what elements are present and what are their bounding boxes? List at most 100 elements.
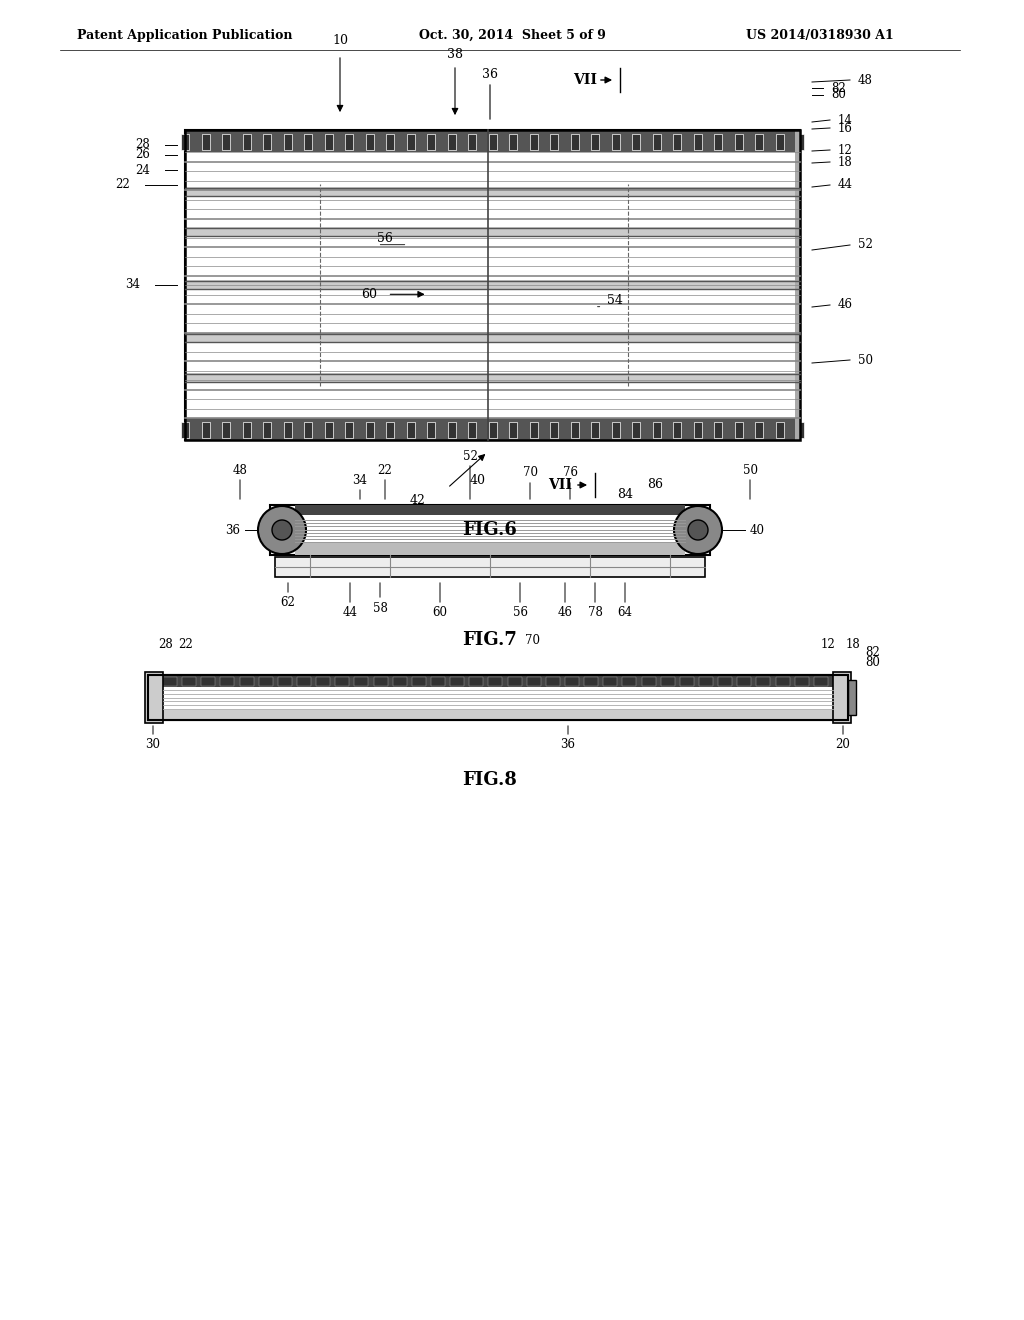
Bar	[795, 129, 800, 440]
Bar	[181, 135, 189, 150]
Text: 64: 64	[617, 606, 633, 619]
Circle shape	[258, 506, 306, 554]
Bar	[182, 677, 197, 686]
Bar	[652, 135, 660, 150]
Bar	[591, 422, 599, 438]
Text: VII: VII	[548, 478, 572, 492]
Bar	[796, 135, 804, 150]
Text: 22: 22	[378, 463, 392, 477]
Bar	[565, 677, 579, 686]
Bar	[718, 677, 732, 686]
Bar	[755, 135, 763, 150]
Bar	[427, 135, 435, 150]
Circle shape	[688, 520, 708, 540]
Bar	[163, 710, 833, 719]
Bar	[185, 374, 800, 383]
Bar	[603, 677, 617, 686]
Bar	[295, 543, 685, 554]
Bar	[407, 422, 415, 438]
Bar	[508, 677, 521, 686]
Text: Patent Application Publication: Patent Application Publication	[77, 29, 293, 41]
Text: 28: 28	[159, 639, 173, 652]
Bar	[431, 677, 445, 686]
Text: FIG.8: FIG.8	[463, 771, 517, 789]
Text: 58: 58	[373, 602, 387, 615]
Text: 86: 86	[647, 479, 663, 491]
Bar	[412, 677, 426, 686]
Text: 60: 60	[432, 606, 447, 619]
Bar	[148, 675, 848, 719]
Bar	[469, 677, 483, 686]
Bar	[529, 422, 538, 438]
Bar	[243, 135, 251, 150]
Bar	[335, 677, 349, 686]
Bar	[570, 135, 579, 150]
Bar	[611, 422, 620, 438]
Bar	[202, 677, 215, 686]
Bar	[275, 557, 705, 577]
Text: 40: 40	[750, 524, 765, 536]
Text: 10: 10	[332, 33, 348, 46]
Bar	[755, 422, 763, 438]
Text: 62: 62	[281, 597, 296, 610]
Bar	[451, 677, 464, 686]
Text: 70: 70	[522, 466, 538, 479]
Bar	[623, 677, 637, 686]
Bar	[222, 422, 230, 438]
Bar	[354, 677, 369, 686]
Bar	[316, 677, 330, 686]
Bar	[427, 422, 435, 438]
Bar	[526, 677, 541, 686]
Text: 18: 18	[846, 639, 860, 652]
Bar	[185, 333, 800, 343]
Bar	[714, 422, 722, 438]
Bar	[848, 680, 856, 715]
Bar	[284, 135, 292, 150]
Bar	[185, 280, 800, 290]
Bar	[374, 677, 387, 686]
Text: 80: 80	[865, 656, 881, 668]
Bar	[202, 135, 210, 150]
Bar	[345, 135, 353, 150]
Bar	[202, 422, 210, 438]
Text: 22: 22	[116, 178, 130, 191]
Text: FIG.7: FIG.7	[463, 631, 517, 649]
Bar	[447, 135, 456, 150]
Bar	[714, 135, 722, 150]
Text: VII: VII	[573, 73, 597, 87]
Text: 28: 28	[135, 139, 150, 152]
Text: 14: 14	[838, 114, 853, 127]
Text: 42: 42	[410, 494, 425, 507]
Bar	[546, 677, 560, 686]
Bar	[185, 187, 800, 197]
Bar	[796, 422, 804, 438]
Bar	[550, 135, 558, 150]
Text: 26: 26	[135, 149, 150, 161]
Bar	[632, 135, 640, 150]
Text: 52: 52	[858, 239, 872, 252]
Text: 78: 78	[588, 606, 602, 619]
Bar	[393, 677, 407, 686]
Bar	[145, 672, 163, 723]
Bar	[447, 422, 456, 438]
Text: 60: 60	[361, 288, 378, 301]
Bar	[814, 677, 827, 686]
Bar	[652, 422, 660, 438]
Bar	[240, 677, 254, 686]
Bar	[185, 129, 800, 152]
Bar	[529, 135, 538, 150]
Text: 46: 46	[557, 606, 572, 619]
Bar	[680, 677, 694, 686]
Bar	[366, 135, 374, 150]
Bar	[833, 672, 851, 723]
Text: 50: 50	[742, 463, 758, 477]
Text: 56: 56	[378, 232, 393, 246]
Bar	[185, 129, 800, 440]
Bar	[284, 422, 292, 438]
Bar	[673, 422, 681, 438]
Bar	[775, 422, 783, 438]
Bar	[278, 677, 292, 686]
Text: 50: 50	[858, 354, 873, 367]
Bar	[295, 506, 685, 515]
Text: 30: 30	[145, 738, 161, 751]
